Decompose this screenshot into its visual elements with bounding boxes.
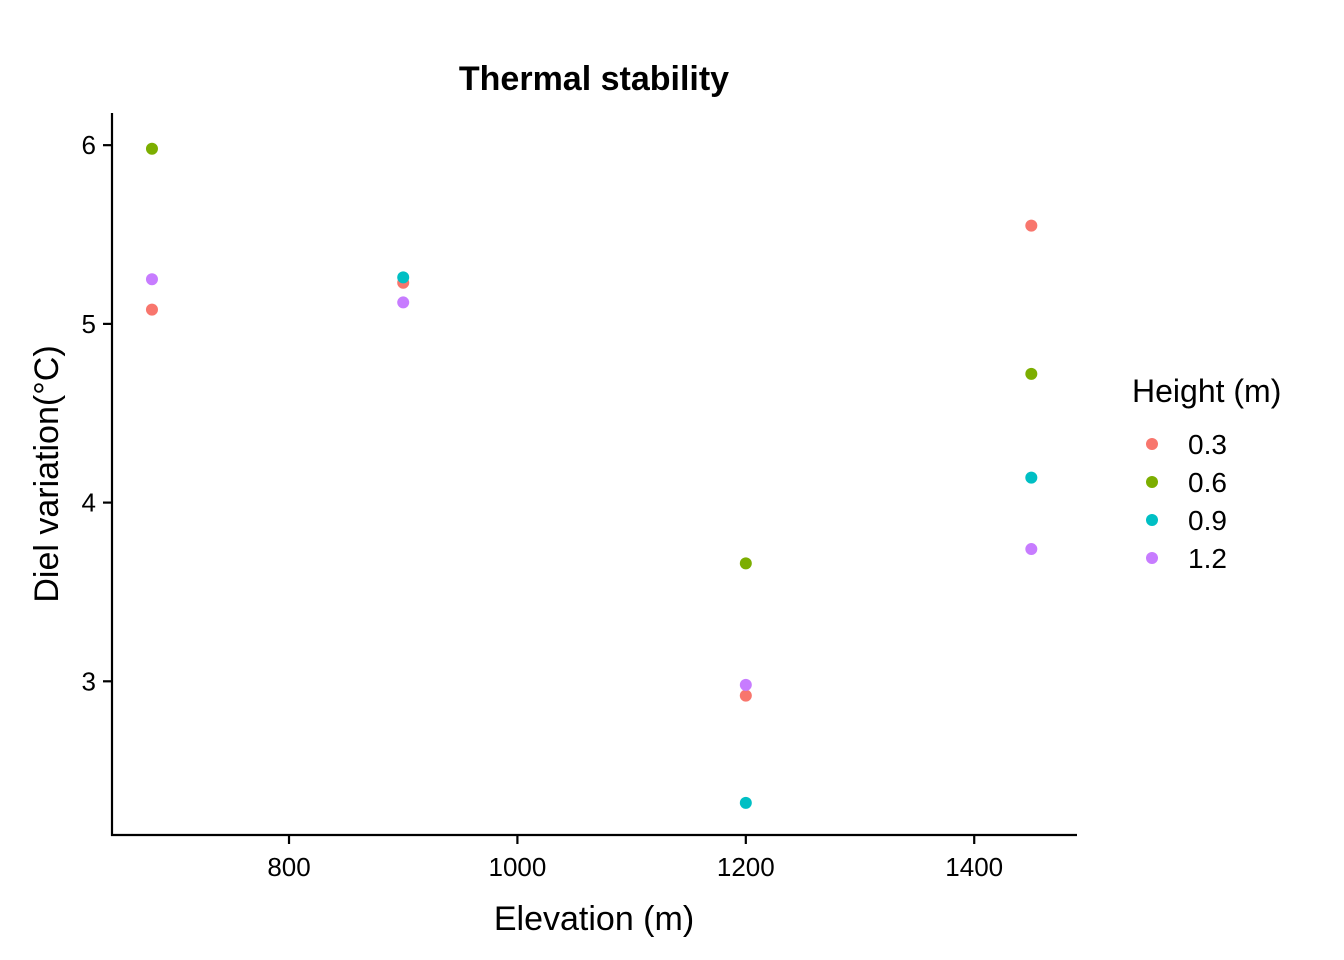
data-point [1025, 471, 1038, 484]
data-point [739, 796, 752, 809]
y-ticks: 3 4 5 6 [82, 130, 112, 696]
data-point [397, 296, 410, 309]
y-tick-label: 5 [82, 309, 96, 339]
x-axis-title: Elevation (m) [494, 900, 694, 938]
x-ticks: 800 1000 1200 1400 [267, 835, 1003, 882]
data-point [739, 689, 752, 702]
data-point [145, 273, 158, 286]
legend-key [1146, 514, 1158, 526]
x-tick-label: 1000 [488, 852, 546, 882]
legend-items: 0.3 0.6 0.9 1.2 [1146, 429, 1227, 574]
legend-label: 0.6 [1188, 467, 1227, 498]
legend-key [1146, 476, 1158, 488]
legend: Height (m) 0.3 0.6 0.9 1.2 [1132, 373, 1281, 574]
data-point [739, 557, 752, 570]
y-tick-label: 4 [82, 488, 96, 518]
y-tick-label: 3 [82, 666, 96, 696]
legend-title: Height (m) [1132, 373, 1281, 409]
legend-label: 0.9 [1188, 505, 1227, 536]
x-tick-label: 800 [267, 852, 310, 882]
plot-area: 800 1000 1200 1400 3 4 5 6 [82, 113, 1077, 882]
data-points [145, 142, 1038, 809]
data-point [145, 142, 158, 155]
data-point [739, 678, 752, 691]
y-axis-title: Diel variation(°C) [28, 345, 66, 602]
legend-key [1146, 438, 1158, 450]
data-point [1025, 543, 1038, 556]
data-point [1025, 367, 1038, 380]
legend-key [1146, 552, 1158, 564]
data-point [397, 271, 410, 284]
x-tick-label: 1200 [717, 852, 775, 882]
legend-label: 1.2 [1188, 543, 1227, 574]
y-tick-label: 6 [82, 130, 96, 160]
x-tick-label: 1400 [945, 852, 1003, 882]
data-point [1025, 219, 1038, 232]
chart-title: Thermal stability [459, 60, 729, 98]
legend-label: 0.3 [1188, 429, 1227, 460]
data-point [145, 303, 158, 316]
